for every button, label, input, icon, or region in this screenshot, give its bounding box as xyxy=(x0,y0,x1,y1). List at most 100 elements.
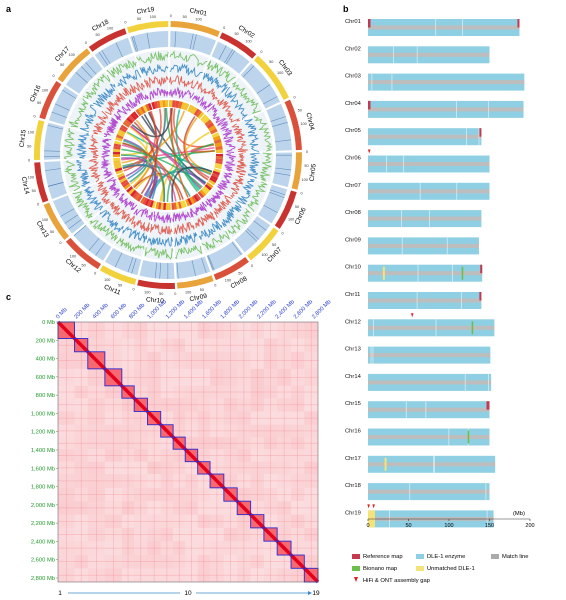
line-track-trace xyxy=(122,226,148,243)
legend-swatch xyxy=(352,566,360,571)
density-track-segment xyxy=(266,103,292,151)
bionano-map-bar xyxy=(368,437,490,446)
circos-tick-label: 50 xyxy=(32,189,36,193)
circos-tick-label: 0 xyxy=(251,264,253,268)
line-track-trace xyxy=(146,236,174,248)
synteny-link xyxy=(120,126,148,156)
karyotype-axis-tick-label: 50 xyxy=(405,523,411,529)
assembly-gap-marker xyxy=(410,313,414,318)
legend-label: DLE-1 enzyme xyxy=(427,554,465,560)
bionano-map-bar xyxy=(368,82,525,91)
inner-ring-segment xyxy=(116,131,125,138)
line-track-trace xyxy=(113,102,133,121)
chromosome-box xyxy=(263,527,278,542)
inner-ring-segment xyxy=(215,153,223,157)
circos-tick-label: 0 xyxy=(133,288,135,292)
circos-tick-label: 0 xyxy=(52,74,54,78)
circos-tick-label: 100 xyxy=(28,175,34,179)
circos-tick-label: 50 xyxy=(298,109,302,113)
unmatched-mark xyxy=(382,266,385,280)
inner-ring-segment xyxy=(113,157,121,161)
synteny-link xyxy=(122,164,157,200)
enzyme-map-bar xyxy=(368,510,494,519)
reference-map-mark xyxy=(368,100,371,110)
circos-tick-label: 50 xyxy=(60,63,64,67)
synteny-link xyxy=(171,166,213,202)
inner-ring-segment xyxy=(191,107,198,115)
inner-ring-segment xyxy=(126,186,134,193)
inner-ring-segment xyxy=(197,191,205,199)
ideogram-segment xyxy=(137,279,176,289)
inner-ring-segment xyxy=(173,202,177,210)
line-track-trace xyxy=(72,191,93,219)
synteny-link xyxy=(122,142,182,201)
chromosome-label: Chr04 xyxy=(304,112,315,131)
density-mark xyxy=(133,35,139,52)
enzyme-map-bar xyxy=(368,428,490,437)
circos-tick-label: 100 xyxy=(261,253,267,257)
bionano-map-bar xyxy=(368,464,496,473)
enzyme-map-bar xyxy=(368,319,495,328)
inner-ring-segment xyxy=(214,165,222,170)
circos-tick-label: 0 xyxy=(94,271,96,275)
karyotype-chr-label: Chr13 xyxy=(345,347,361,353)
density-track-segment xyxy=(258,184,288,224)
bionano-map-bar xyxy=(368,519,494,528)
chromosome-box xyxy=(290,554,305,569)
chromosome-box xyxy=(104,368,123,387)
density-mark xyxy=(154,262,158,279)
line-track-trace xyxy=(168,74,199,90)
density-mark xyxy=(174,31,177,48)
inner-ring-segment xyxy=(210,175,218,181)
density-mark xyxy=(275,139,292,143)
inner-ring-segment xyxy=(200,114,208,122)
inner-ring-segment xyxy=(208,179,216,186)
diagonal-signal xyxy=(222,486,239,503)
inner-ring-segment xyxy=(114,165,122,170)
ideogram-segment xyxy=(170,21,220,37)
match-line-band xyxy=(368,25,520,30)
density-mark xyxy=(218,45,227,60)
density-mark xyxy=(275,167,292,171)
circos-tick-label: 50 xyxy=(137,17,141,21)
line-track-trace xyxy=(104,92,126,115)
density-track-segment xyxy=(130,31,169,53)
karyotype-chr-label: Chr12 xyxy=(345,319,361,325)
circos-tick-label: 0 xyxy=(28,158,30,162)
inner-ring-segment xyxy=(189,105,196,114)
inner-ring-segment xyxy=(213,168,221,173)
circos-tick-label: 50 xyxy=(272,243,276,247)
density-mark xyxy=(88,238,100,251)
karyotype-chr-label: Chr14 xyxy=(345,374,362,380)
chromosome-box xyxy=(223,487,238,502)
density-mark xyxy=(80,66,93,79)
karyotype-panel: Chr01 Chr02 Chr03 Chr04 Chr05 Chr06 Chr07 Chr08… xyxy=(345,19,535,584)
match-line-band xyxy=(368,489,490,494)
chromosome-box xyxy=(74,338,89,353)
inner-ring-segment xyxy=(180,200,185,209)
circos-tick-label: 0 xyxy=(260,50,262,54)
inner-ring-segment xyxy=(202,116,210,124)
assembly-gap-marker xyxy=(367,149,371,154)
legend-swatch xyxy=(416,554,424,559)
karyotype-chr-label: Chr16 xyxy=(345,429,361,435)
gap-legend-marker xyxy=(354,577,358,582)
enzyme-map-bar xyxy=(368,73,525,82)
line-track-trace xyxy=(201,230,230,250)
inner-ring-segment xyxy=(206,122,215,129)
line-track-trace xyxy=(230,175,244,199)
density-mark xyxy=(51,111,67,118)
density-track-segment xyxy=(73,224,112,261)
inner-ring-segment xyxy=(140,106,146,114)
circos-tick-label: 0 xyxy=(174,292,176,296)
inner-ring-segment xyxy=(151,200,157,209)
enzyme-map-bar xyxy=(368,292,482,300)
circos-tick-label: 100 xyxy=(245,40,251,44)
inner-ring-segment xyxy=(128,187,135,195)
heatmap-y-axis-label: 1,200 Mb xyxy=(31,430,55,436)
synteny-link xyxy=(121,148,203,188)
inner-ring-segment xyxy=(118,175,126,181)
density-track-segment xyxy=(65,56,103,94)
line-track-trace xyxy=(68,98,89,128)
ideogram-segment xyxy=(65,237,101,270)
